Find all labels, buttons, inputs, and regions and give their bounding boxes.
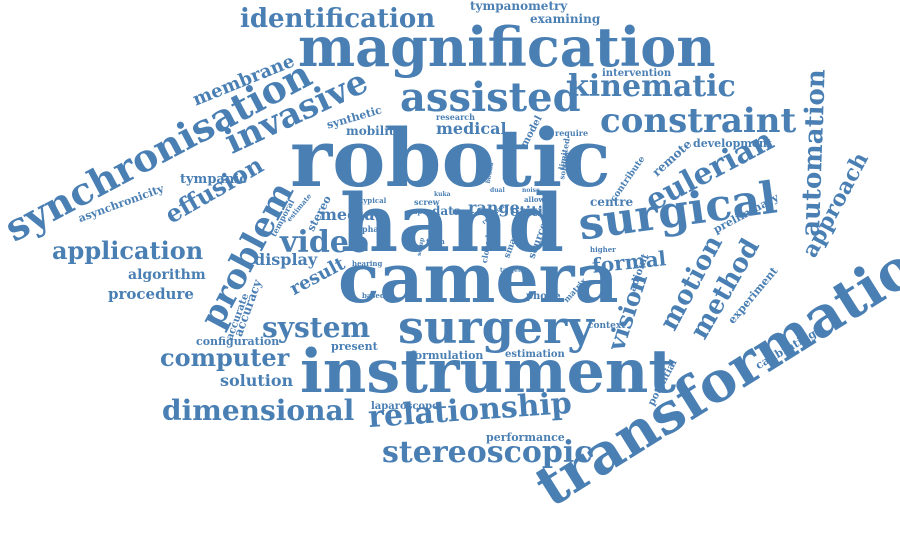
- word: camera: [338, 239, 619, 319]
- word: intervention: [602, 68, 672, 79]
- word: present: [331, 340, 378, 353]
- word: form: [426, 237, 445, 246]
- word: configuration: [196, 335, 280, 348]
- word: examining: [530, 12, 601, 26]
- word: tympanometry: [470, 0, 568, 13]
- word: higher: [590, 245, 616, 254]
- word: display: [254, 250, 318, 269]
- word: kuka: [434, 191, 451, 198]
- word: screw: [414, 197, 440, 207]
- word: laparoscope: [371, 401, 439, 412]
- word: context: [588, 321, 626, 331]
- word: application: [52, 236, 204, 265]
- word: range: [468, 198, 520, 217]
- word: surgery: [398, 300, 594, 354]
- word: hand: [340, 176, 565, 270]
- word: require: [555, 128, 589, 138]
- word: research: [436, 112, 475, 122]
- word: computer: [160, 343, 290, 372]
- word: hearing: [352, 259, 383, 268]
- word: instrument: [300, 337, 677, 407]
- word: identification: [240, 4, 436, 34]
- word: paper: [408, 207, 431, 216]
- word: algorithm: [128, 267, 206, 283]
- word: procedure: [108, 285, 194, 303]
- word: media: [320, 205, 375, 224]
- word: performance: [486, 431, 565, 444]
- word: robotic: [290, 111, 611, 205]
- word: centre: [590, 195, 634, 209]
- word: medical: [436, 119, 507, 138]
- word: typical: [360, 196, 387, 205]
- word: dimensional: [162, 394, 355, 427]
- word: data: [432, 204, 462, 218]
- word: solution: [220, 371, 294, 390]
- word: formulation: [410, 349, 484, 362]
- word: video: [280, 225, 369, 260]
- word: development: [693, 137, 773, 150]
- word: noise: [522, 187, 540, 194]
- word: otitis: [510, 204, 551, 220]
- word: estimation: [505, 349, 565, 360]
- word: allow: [524, 195, 545, 204]
- word: constraint: [600, 101, 797, 141]
- word: phase: [362, 224, 389, 234]
- word: dual: [490, 187, 505, 194]
- word: kinematic: [568, 69, 736, 104]
- word: assisted: [400, 74, 581, 121]
- word: magnification: [298, 15, 716, 79]
- word: target: [500, 267, 521, 274]
- word: mobility: [346, 124, 402, 138]
- word: based: [362, 291, 385, 300]
- word: phone: [526, 291, 561, 302]
- word: tympanic: [180, 172, 248, 187]
- word: stereoscopic: [382, 435, 593, 470]
- word: system: [262, 311, 371, 344]
